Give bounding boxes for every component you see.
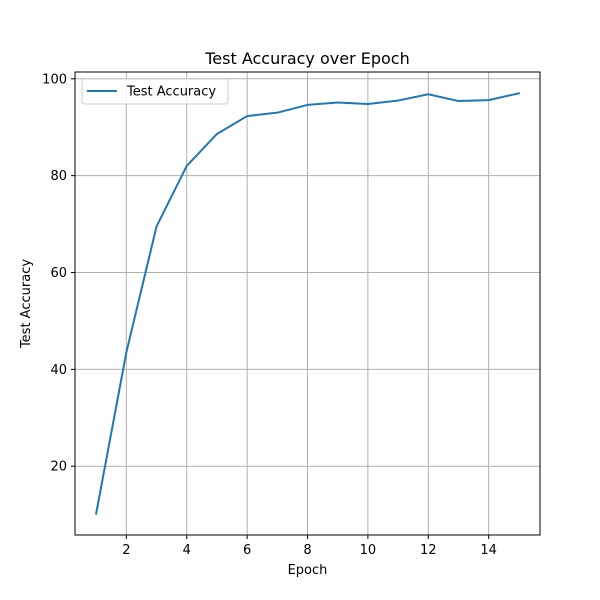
y-tick-label: 80 <box>50 169 67 184</box>
x-tick-label: 4 <box>183 543 191 558</box>
x-tick-label: 12 <box>420 543 437 558</box>
y-tick-label: 20 <box>50 460 67 475</box>
x-tick-label: 6 <box>243 543 251 558</box>
legend: Test Accuracy <box>81 78 229 105</box>
series-layer <box>94 92 521 515</box>
y-axis-ticks: 20 40 60 80 100 <box>42 72 75 475</box>
x-axis-label: Epoch <box>288 563 328 578</box>
x-axis-ticks: 2 4 6 8 10 12 14 <box>122 535 497 558</box>
legend-box <box>81 78 229 105</box>
y-tick-label: 100 <box>42 72 67 87</box>
legend-label: Test Accuracy <box>126 85 216 100</box>
x-tick-label: 8 <box>303 543 311 558</box>
y-tick-label: 40 <box>50 363 67 378</box>
grid-lines <box>75 72 540 535</box>
x-tick-label: 10 <box>360 543 377 558</box>
y-tick-label: 60 <box>50 266 67 281</box>
y-axis-label: Test Accuracy <box>19 259 34 349</box>
series-line <box>94 92 521 515</box>
x-tick-label: 14 <box>480 543 497 558</box>
x-tick-label: 2 <box>122 543 130 558</box>
chart-title: Test Accuracy over Epoch <box>204 49 409 68</box>
